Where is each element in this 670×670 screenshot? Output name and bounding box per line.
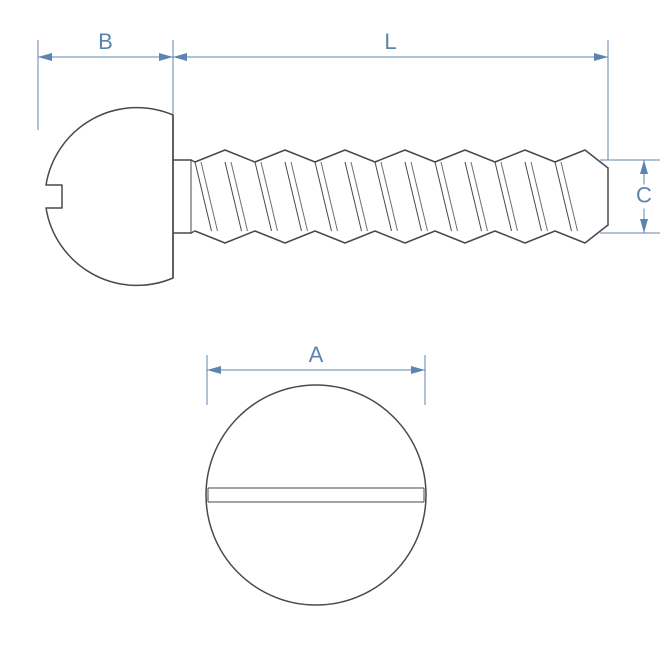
dimension-label-c: C — [636, 182, 652, 207]
dimension-label-l: L — [384, 29, 396, 54]
dimension-label-a: A — [309, 342, 324, 367]
technical-drawing: B L A C — [0, 0, 670, 670]
dimension-label-b: B — [98, 29, 113, 54]
